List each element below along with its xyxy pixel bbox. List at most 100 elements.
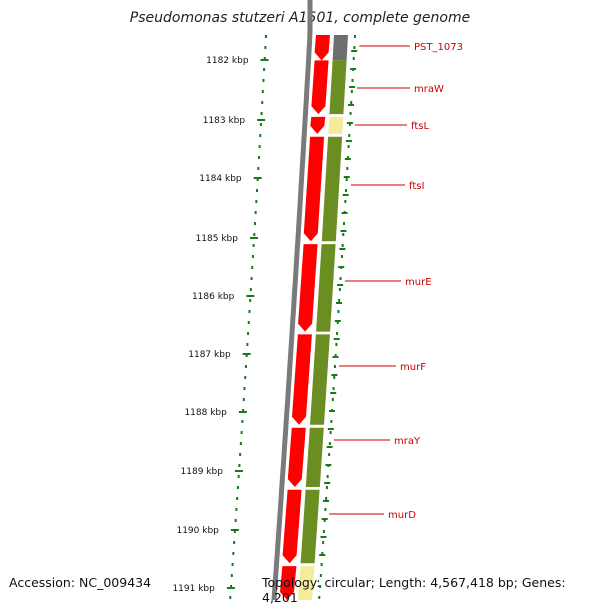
scale-dot-right xyxy=(325,486,328,489)
scale-dot-left xyxy=(248,310,251,313)
scale-minor-tick xyxy=(349,86,356,88)
scale-tick-label: 1191 kbp xyxy=(172,584,215,594)
scale-dot-left xyxy=(235,508,238,511)
scale-dot-right xyxy=(335,343,338,346)
cds-arrow xyxy=(287,427,306,487)
scale-dot-left xyxy=(265,35,267,38)
scale-dot-left xyxy=(233,541,236,544)
scale-dot-right xyxy=(329,431,332,434)
scale-dot-right xyxy=(332,387,335,390)
scale-dot-right xyxy=(353,46,356,49)
gene-block xyxy=(328,116,344,134)
scale-minor-tick xyxy=(337,284,344,286)
gene-label: ftsL xyxy=(411,121,429,132)
scale-dot-left xyxy=(249,299,252,302)
scale-dot-right xyxy=(320,563,323,566)
scale-dot-left xyxy=(258,145,261,148)
cds-arrow xyxy=(303,136,325,242)
scale-dot-right xyxy=(350,101,353,104)
scale-tick xyxy=(260,59,269,61)
scale-dot-left xyxy=(247,332,250,335)
scale-dot-right xyxy=(354,35,356,38)
scale-minor-tick xyxy=(344,158,351,160)
scale-minor-tick xyxy=(328,410,335,412)
scale-tick-label: 1185 kbp xyxy=(196,234,239,244)
scale-dot-right xyxy=(342,233,345,236)
scale-tick-label: 1188 kbp xyxy=(184,408,227,418)
scale-dot-left xyxy=(229,596,232,599)
cds-arrow xyxy=(311,60,329,115)
scale-minor-tick xyxy=(333,338,340,340)
scale-minor-tick xyxy=(350,68,357,70)
gene-block xyxy=(298,566,315,600)
scale-dot-right xyxy=(333,376,336,379)
scale-minor-tick xyxy=(339,248,346,250)
scale-minor-tick xyxy=(346,122,353,124)
gene-block xyxy=(310,334,330,425)
scale-dot-right xyxy=(342,222,345,225)
scale-minor-tick xyxy=(325,464,332,466)
genome-backbone xyxy=(271,0,313,600)
scale-minor-tick xyxy=(343,176,350,178)
scale-dot-right xyxy=(338,288,341,291)
scale-dot-right xyxy=(333,365,336,368)
scale-minor-tick xyxy=(321,518,328,520)
scale-dot-left xyxy=(257,167,260,170)
scale-tick xyxy=(242,353,251,355)
scale-dot-right xyxy=(350,90,353,93)
scale-dot-left xyxy=(232,552,235,555)
scale-dot-right xyxy=(339,277,342,280)
scale-dot-right xyxy=(346,167,349,170)
scale-dot-left xyxy=(243,387,246,390)
scale-dot-left xyxy=(251,266,254,269)
scale-dot-right xyxy=(330,420,333,423)
gene-block xyxy=(316,244,336,332)
scale-dot-left xyxy=(234,519,237,522)
scale-dot-right xyxy=(328,453,331,456)
scale-dot-left xyxy=(252,244,255,247)
scale-dot-right xyxy=(325,497,328,500)
scale-dot-left xyxy=(242,398,245,401)
scale-dot-right xyxy=(348,123,351,126)
scale-tick-label: 1187 kbp xyxy=(188,350,231,360)
scale-minor-tick xyxy=(324,482,331,484)
scale-tick-label: 1189 kbp xyxy=(181,467,224,477)
scale-dot-left xyxy=(231,563,234,566)
scale-minor-tick xyxy=(319,554,326,556)
scale-dot-right xyxy=(326,475,329,478)
scale-dot-left xyxy=(246,343,249,346)
scale-dot-right xyxy=(352,57,355,60)
scale-dot-left xyxy=(251,255,254,258)
scale-dot-right xyxy=(319,585,322,588)
scale-dot-left xyxy=(249,288,252,291)
scale-minor-tick xyxy=(320,536,327,538)
scale-tick xyxy=(230,529,239,531)
scale-tick xyxy=(226,587,235,589)
scale-dot-right xyxy=(337,310,340,313)
scale-tick xyxy=(246,295,255,297)
accession-label: Accession: NC_009434 xyxy=(9,575,152,590)
scale-dot-right xyxy=(344,189,347,192)
scale-dot-left xyxy=(263,68,266,71)
scale-dot-right xyxy=(334,354,337,357)
scale-dot-left xyxy=(253,233,256,236)
scale-tick xyxy=(253,177,262,179)
scale-dot-left xyxy=(259,123,262,126)
scale-tick-label: 1182 kbp xyxy=(206,56,249,66)
scale-dot-right xyxy=(331,398,334,401)
scale-dot-left xyxy=(244,365,247,368)
scale-dot-left xyxy=(262,79,265,82)
scale-tick xyxy=(238,411,247,413)
scale-dot-left xyxy=(247,321,250,324)
gene-label: PST_1073 xyxy=(414,42,463,53)
scale-minor-tick xyxy=(342,194,349,196)
scale-dot-left xyxy=(236,497,239,500)
scale-dot-left xyxy=(255,200,258,203)
scale-dot-left xyxy=(264,46,267,49)
gene-block xyxy=(321,136,343,242)
scale-dot-left xyxy=(259,134,262,137)
cds-arrow xyxy=(310,116,326,134)
scale-minor-tick xyxy=(332,356,339,358)
scale-minor-tick xyxy=(331,374,338,376)
